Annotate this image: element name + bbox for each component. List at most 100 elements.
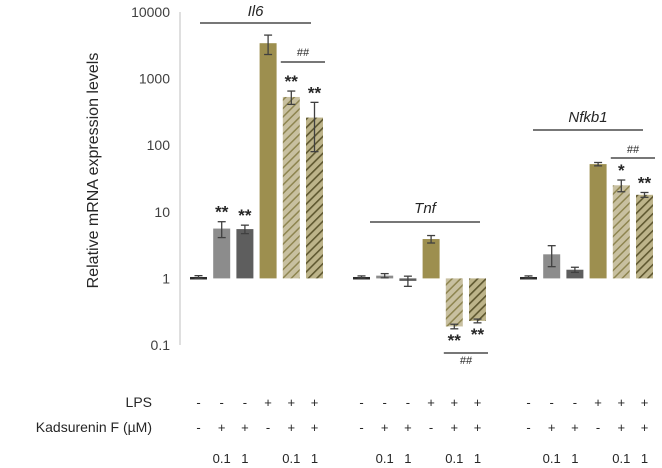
lps-sign: - [406,395,410,410]
bar-il6-1 [213,228,231,279]
hash-significance: ## [297,47,310,59]
kadsurenin-sign: + [548,420,556,435]
lps-sign: - [526,395,530,410]
error-bar [617,179,626,193]
lps-sign: + [641,395,649,410]
bar-nfkb1-5 [636,194,653,279]
bar-nfkb1-2 [566,269,584,279]
y-tick-label: 100 [147,137,171,153]
error-bar [473,318,482,324]
kadsurenin-sign: + [474,420,482,435]
y-tick-label: 10000 [131,4,170,20]
bar-nfkb1-4 [612,185,630,279]
kadsurenin-sign: + [451,420,459,435]
error-bar [194,274,203,280]
error-bar [357,275,366,279]
error-bar [427,234,436,244]
y-tick-label: 0.1 [151,337,171,353]
bar-tnf-4 [445,278,463,327]
lps-sign: - [220,395,224,410]
gene-label: Tnf [414,200,438,217]
error-bar [240,224,249,235]
dose-label: 1 [571,451,578,466]
lps-sign: + [474,395,482,410]
y-tick-label: 1 [162,270,170,286]
row-label-lps: LPS [126,394,152,410]
lps-sign: + [288,395,296,410]
bar-nfkb1-3 [589,164,607,279]
kadsurenin-sign: - [266,420,270,435]
significance-stars: ** [285,72,299,91]
kadsurenin-sign: + [218,420,226,435]
kadsurenin-sign: + [618,420,626,435]
kadsurenin-sign: + [404,420,412,435]
significance-stars: ** [471,325,485,344]
kadsurenin-sign: + [641,420,649,435]
significance-stars: ** [448,331,462,350]
gene-label: Il6 [248,3,265,20]
error-bar [547,245,556,268]
lps-sign: + [451,395,459,410]
hash-significance: ## [627,144,640,156]
kadsurenin-sign: - [359,420,363,435]
bar-il6-4 [282,96,300,279]
bar-tnf-5 [469,278,486,321]
error-bar [450,323,459,330]
condition-table: LPS Kadsurenin F (µM) - - - +0.1 - +1 + - + +0.1 + +1… [36,394,649,466]
dose-label: 0.1 [376,451,394,466]
lps-sign: + [594,395,602,410]
error-bar [570,266,579,274]
error-bar [524,275,533,279]
error-bar [217,221,226,239]
dose-label: 0.1 [213,451,231,466]
bars [190,34,653,330]
error-bar [403,275,412,287]
lps-sign: - [359,395,363,410]
dose-label: 0.1 [612,451,630,466]
dose-label: 0.1 [543,451,561,466]
bar-il6-2 [236,229,254,279]
dose-label: 0.1 [445,451,463,466]
y-axis-label: Relative mRNA expression levels [85,53,102,289]
kadsurenin-sign: - [429,420,433,435]
significance-stars: * [618,161,625,180]
error-bar [640,191,649,198]
lps-sign: - [383,395,387,410]
y-tick-label: 10 [154,204,170,220]
error-bar [287,90,296,106]
lps-sign: + [618,395,626,410]
dose-label: 1 [404,451,411,466]
kadsurenin-sign: + [241,420,249,435]
significance-stars: ** [308,83,322,102]
dose-label: 1 [241,451,248,466]
significance-stars: ** [238,206,252,225]
bar-tnf-3 [422,239,440,279]
kadsurenin-sign: + [311,420,319,435]
kadsurenin-sign: - [526,420,530,435]
lps-sign: - [550,395,554,410]
kadsurenin-sign: - [596,420,600,435]
y-axis: 0.1 1 10 100 1000 10000 Relative mRNA expressi… [85,4,181,353]
significance-stars: ** [638,173,652,192]
error-bar [310,101,319,153]
error-bar [380,272,389,279]
kadsurenin-sign: + [288,420,296,435]
dose-label: 1 [311,451,318,466]
significance-stars: ** [215,203,229,222]
lps-sign: - [573,395,577,410]
kadsurenin-sign: + [381,420,389,435]
error-bar [594,161,603,167]
lps-sign: + [427,395,435,410]
bar-il6-3 [259,43,277,279]
lps-sign: + [311,395,319,410]
gene-label: Nfkb1 [568,109,607,126]
hash-significance: ## [460,355,473,367]
dose-label: 0.1 [282,451,300,466]
lps-sign: - [243,395,247,410]
error-bar [264,34,273,56]
lps-sign: - [196,395,200,410]
lps-sign: + [264,395,272,410]
y-tick-label: 1000 [139,71,170,87]
